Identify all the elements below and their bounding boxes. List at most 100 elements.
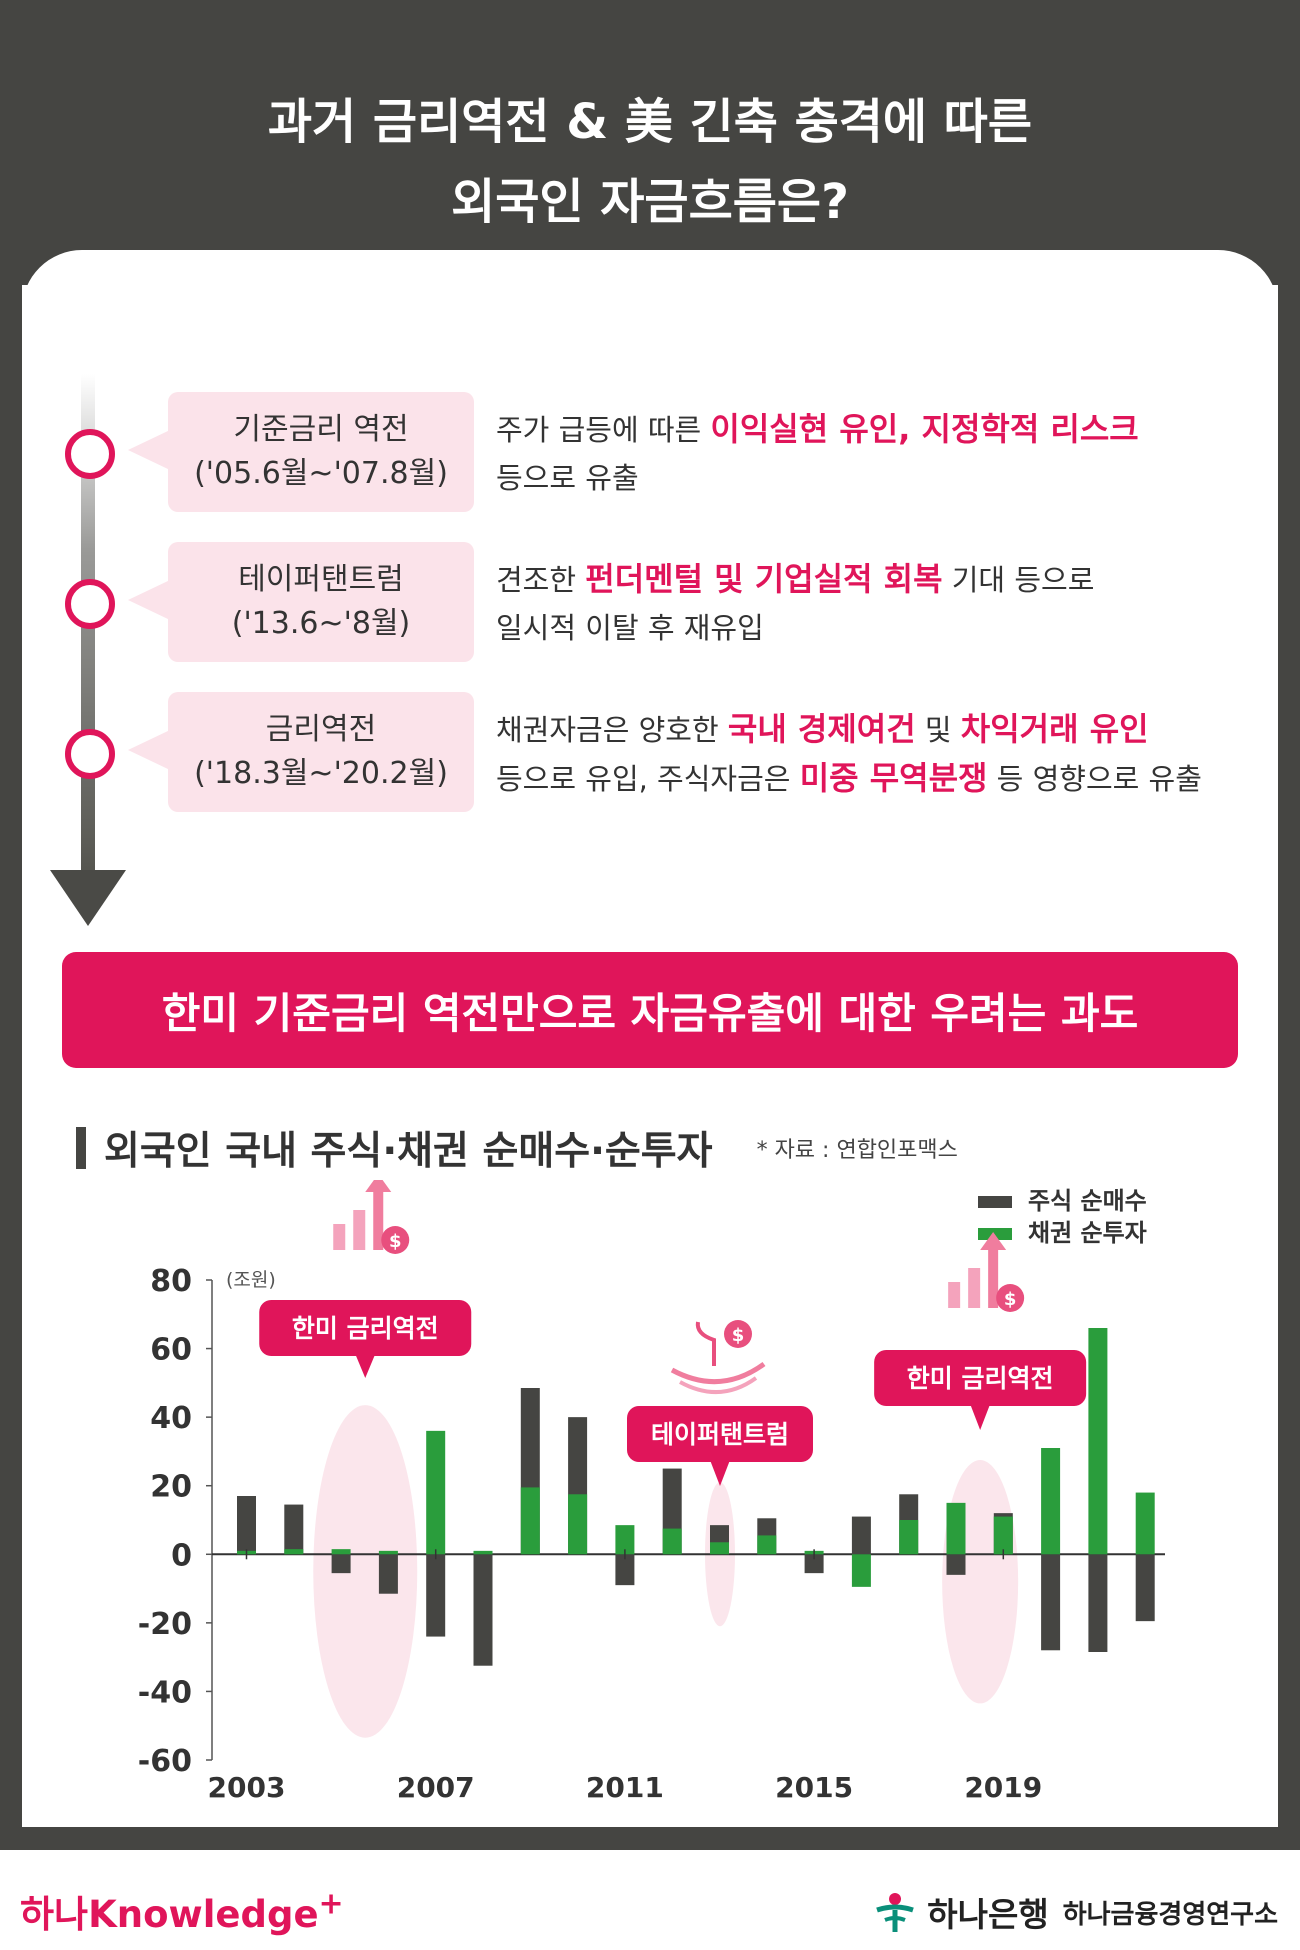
description-text: 및 [915, 713, 961, 747]
hana-knowledge-logo: 하나Knowledge+ [20, 1884, 344, 1938]
bond-bar [568, 1494, 588, 1555]
bond-bar [473, 1550, 493, 1555]
highlight-text: 차익거래 유인 [960, 710, 1149, 748]
description-text: 일시적 이탈 후 재유입 [496, 611, 764, 645]
bond-bar [1041, 1448, 1061, 1555]
bond-bar [615, 1525, 635, 1555]
period-range: ('13.6~'8월) [231, 606, 411, 641]
growth-icon-bar [353, 1210, 366, 1250]
period-description: 채권자금은 양호한 국내 경제여건 및 차익거래 유인 등으로 유입, 주식자금… [496, 705, 1202, 803]
stock-bar [804, 1554, 824, 1574]
annotation-callout [874, 1350, 1087, 1406]
legend-swatch [978, 1196, 1012, 1208]
stock-bar [1088, 1554, 1108, 1652]
x-tick-label: 2007 [397, 1771, 475, 1804]
growth-icon-arrow-shaft [988, 1246, 999, 1308]
bar-chart: 80 60 40 20 0 -20 -40 -60 (조원) 2003 2007 2011 2015 20… [138, 1180, 1165, 1804]
x-tick-label: 2019 [964, 1771, 1042, 1804]
title-line-1: 과거 금리역전 & 美 긴축 충격에 따른 [267, 94, 1033, 150]
stock-bar [946, 1554, 966, 1575]
annotation-pointer [970, 1404, 991, 1430]
highlight-text: 펀더멘털 및 기업실적 회복 [585, 560, 943, 598]
annotation-callout [259, 1300, 472, 1356]
chart-title: 외국인 국내 주식·채권 순매수·순투자 [104, 1129, 713, 1174]
y-tick-label: -20 [138, 1607, 192, 1642]
bond-bar [851, 1554, 871, 1587]
description-text: 기대 등으로 [942, 563, 1095, 597]
bond-bar [284, 1549, 304, 1555]
period-name: 금리역전 [265, 712, 377, 747]
growth-icon-coin [996, 1284, 1025, 1312]
description-text: 견조한 [496, 563, 586, 597]
x-tick-label: 2003 [208, 1771, 286, 1804]
period-name: 기준금리 역전 [233, 412, 409, 447]
chart-heading: 외국인 국내 주식·채권 순매수·순투자 * 자료 : 연합인포맥스 [76, 1120, 958, 1176]
bond-bar [1135, 1492, 1155, 1555]
hand-coin-icon [670, 1361, 766, 1385]
description-line: 일시적 이탈 후 재유입 [496, 604, 1094, 652]
growth-icon-arrow-head [365, 1180, 392, 1192]
period-description: 견조한 펀더멘털 및 기업실적 회복 기대 등으로 일시적 이탈 후 재유입 [496, 555, 1094, 652]
y-tick-label: -40 [138, 1675, 192, 1710]
period-range: ('18.3월~'20.2월) [194, 756, 448, 791]
stock-bar [615, 1554, 635, 1586]
growth-icon-bar [333, 1224, 346, 1250]
stock-bar [331, 1554, 351, 1574]
description-line: 등으로 유입, 주식자금은 미중 무역분쟁 등 영향으로 유출 [496, 754, 1202, 803]
period-box: 테이퍼탠트럼 ('13.6~'8월) [168, 542, 474, 662]
y-tick-label: 80 [150, 1264, 192, 1299]
bond-bar [1088, 1328, 1108, 1555]
hana-bank-icon [876, 1893, 915, 1932]
conclusion-banner: 한미 기준금리 역전만으로 자금유출에 대한 우려는 과도 [62, 952, 1238, 1068]
bond-bar [378, 1550, 398, 1555]
bond-bar [520, 1487, 540, 1555]
bond-bar [710, 1542, 729, 1555]
annotation-label: 한미 금리역전 [292, 1314, 439, 1343]
stock-bar [1135, 1554, 1155, 1622]
chart-source: * 자료 : 연합인포맥스 [756, 1138, 958, 1163]
stock-bar [378, 1554, 398, 1594]
period-box: 기준금리 역전 ('05.6월~'07.8월) [168, 392, 474, 512]
annotation-pointer [710, 1460, 730, 1486]
growth-icon-bar [968, 1268, 981, 1308]
growth-icon-bar [948, 1282, 961, 1308]
title-line-2: 외국인 자금흐름은? [451, 174, 849, 230]
stock-bar [473, 1554, 493, 1666]
y-unit-label: (조원) [226, 1269, 276, 1291]
y-tick-label: 60 [150, 1333, 192, 1368]
knowledge-plus: + [318, 1886, 344, 1922]
description-text: 주가 급등에 따른 [496, 413, 711, 447]
stock-bar [237, 1496, 256, 1555]
bank-name: 하나은행 [927, 1895, 1049, 1934]
bond-bar [331, 1549, 351, 1555]
period-box-pointer [128, 580, 170, 620]
timeline-node [65, 429, 115, 479]
period-box-pointer [128, 730, 170, 770]
bond-bar [993, 1516, 1013, 1555]
annotation-label: 테이퍼탠트럼 [651, 1420, 789, 1449]
highlight-ellipse [942, 1460, 1019, 1704]
period-box-pointer [128, 430, 170, 470]
annotation-pointer [355, 1354, 376, 1378]
y-tick-label: -60 [138, 1744, 192, 1779]
knowledge-logo-text: 하나Knowledge [20, 1893, 319, 1936]
stock-bar [284, 1504, 304, 1555]
bond-bar [757, 1535, 777, 1555]
annotation-callout [627, 1406, 813, 1462]
y-tick-label: 0 [171, 1538, 192, 1573]
page-title: 과거 금리역전 & 美 긴축 충격에 따른 외국인 자금흐름은? [0, 82, 1300, 242]
legend-label: 주식 순매수 [1028, 1187, 1147, 1215]
x-tick-label: 2011 [586, 1771, 664, 1804]
stock-bar [1041, 1554, 1061, 1651]
description-line: 채권자금은 양호한 국내 경제여건 및 차익거래 유인 [496, 705, 1202, 754]
timeline-node [65, 729, 115, 779]
highlight-text: 국내 경제여건 [727, 710, 916, 748]
stock-bar [426, 1554, 446, 1637]
description-text: 채권자금은 양호한 [496, 713, 728, 747]
bond-bar [946, 1502, 966, 1555]
hand-coin-icon-shadow [679, 1376, 758, 1394]
growth-icon-arrow-head [980, 1232, 1007, 1250]
banner-text: 한미 기준금리 역전만으로 자금유출에 대한 우려는 과도 [161, 988, 1139, 1038]
stock-bar [851, 1516, 871, 1555]
